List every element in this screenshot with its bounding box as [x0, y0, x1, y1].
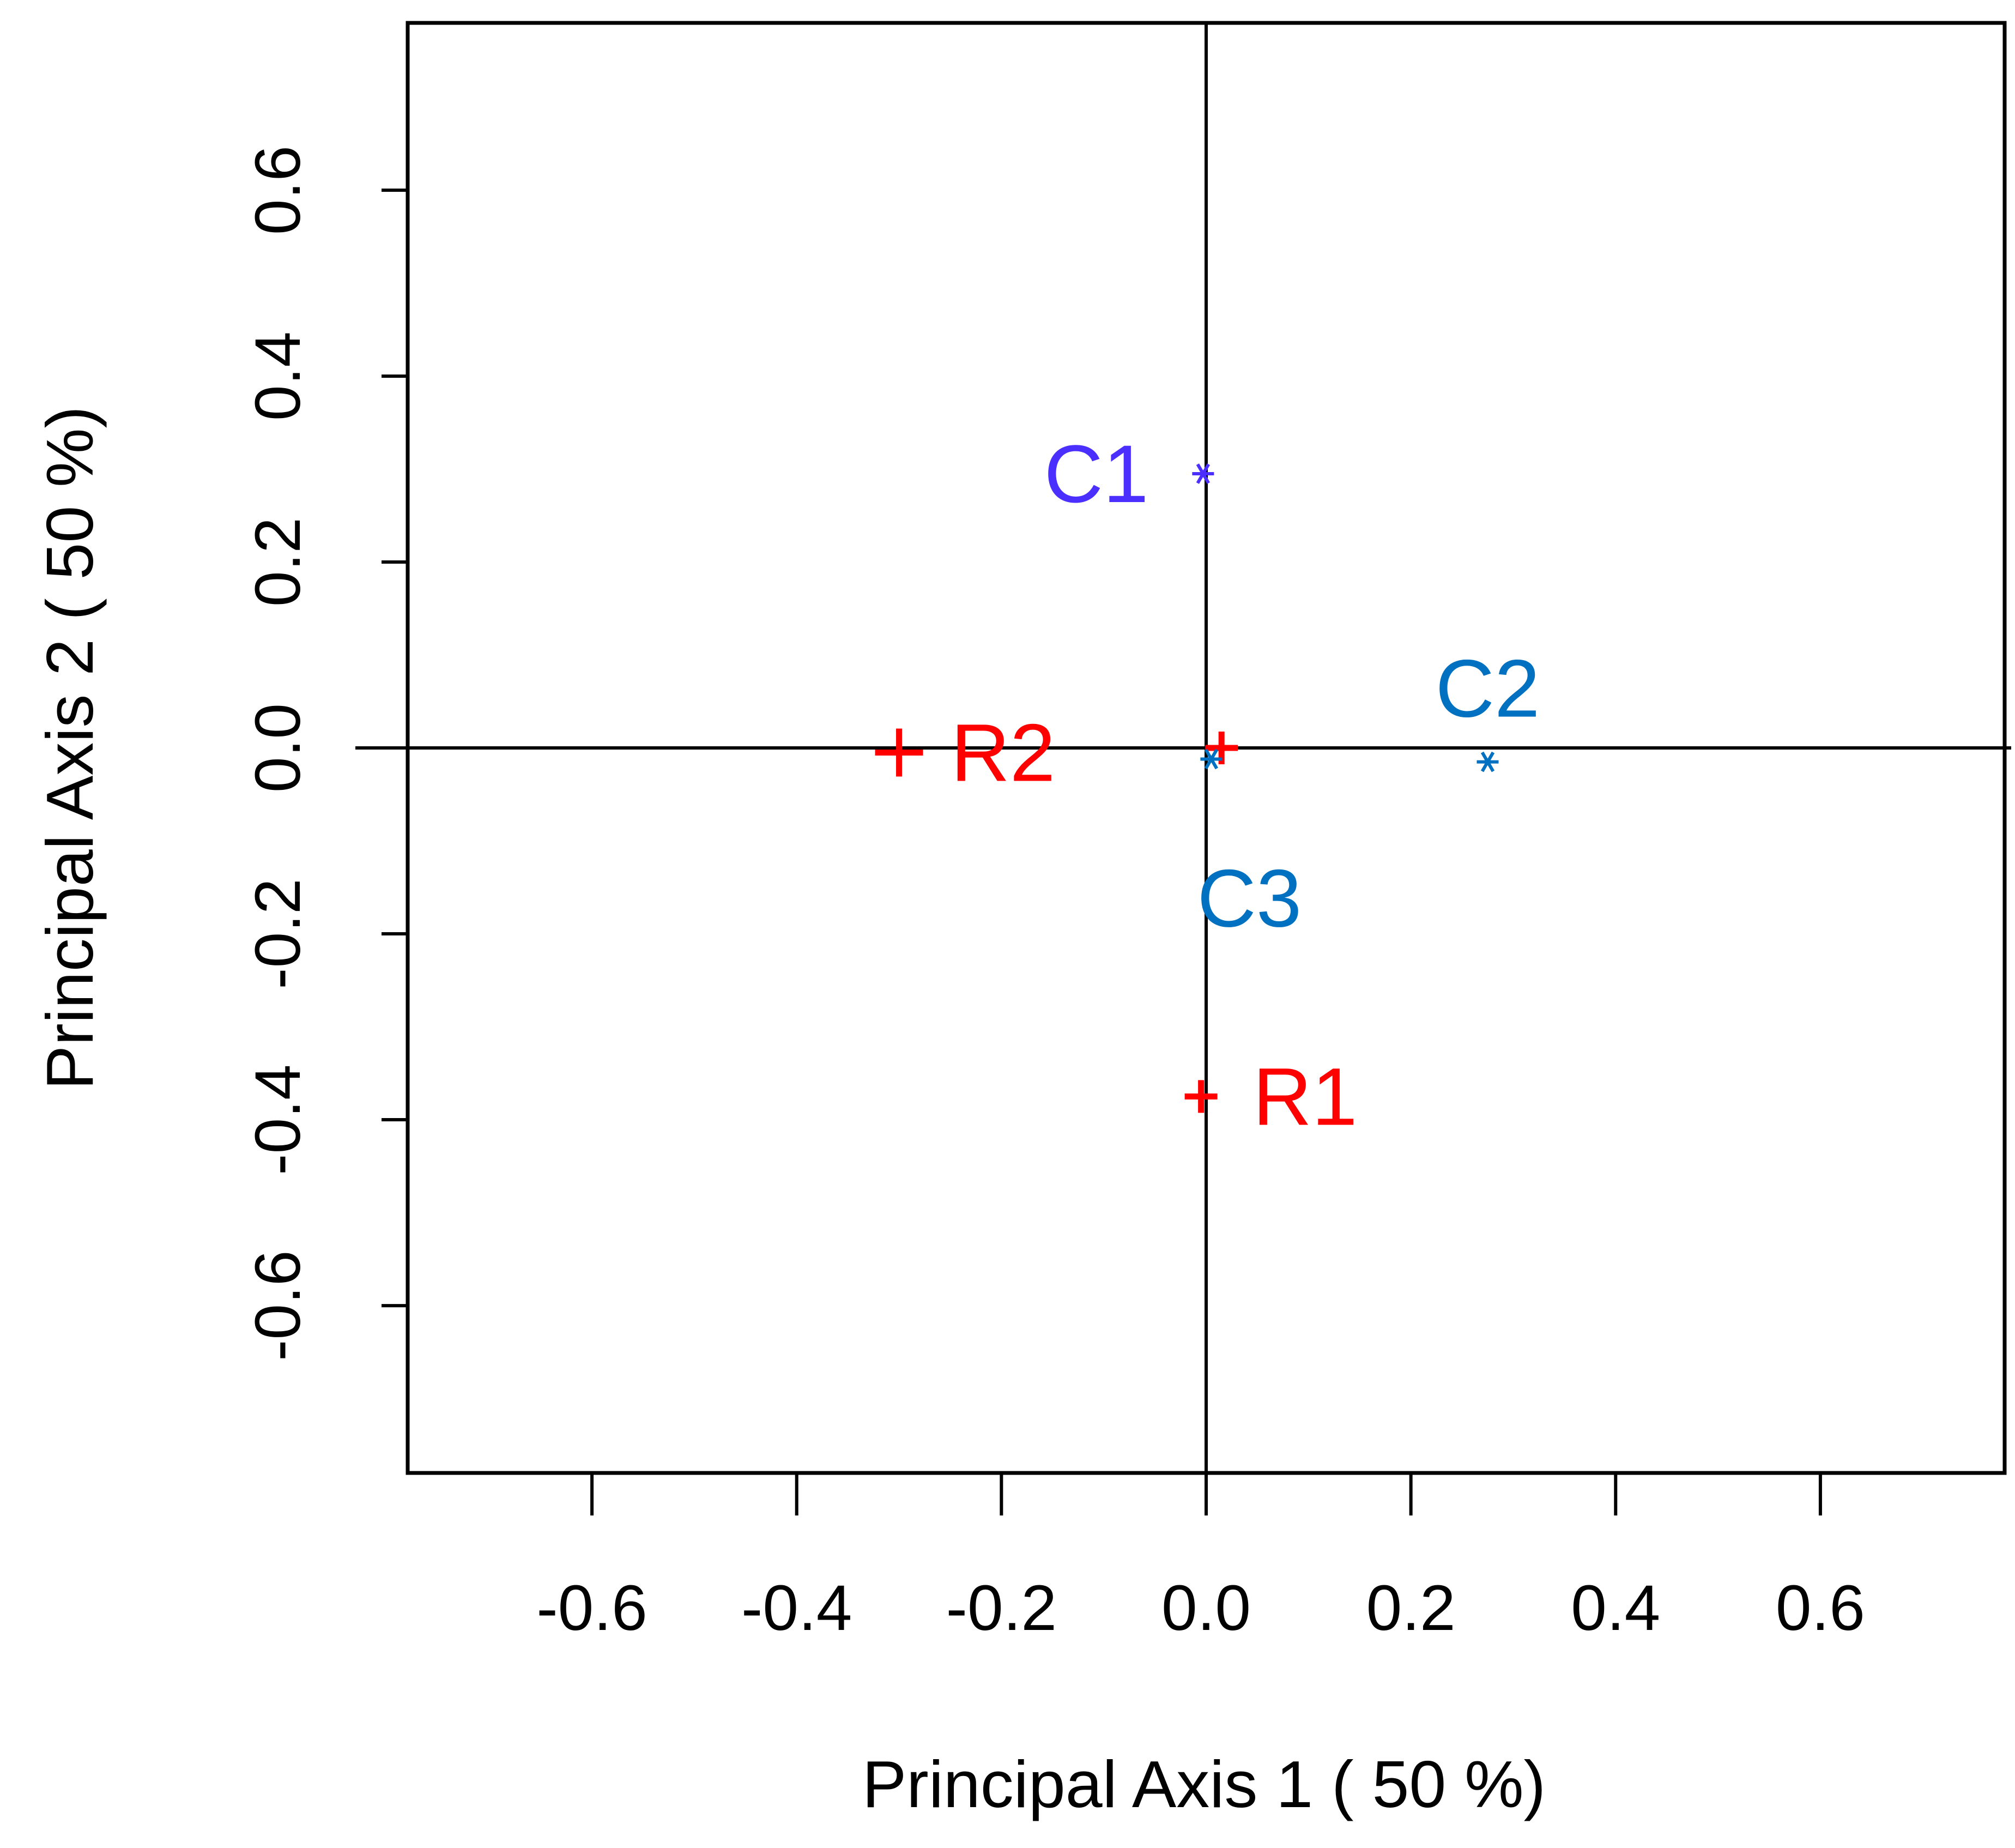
point-c3: C3 — [1197, 748, 1302, 944]
label-r2: R2 — [951, 707, 1056, 799]
x-axis: -0.6 -0.4 -0.2 0.0 0.2 0.4 0.6 — [536, 1471, 1865, 1644]
y-tick-label-0-6: 0.6 — [242, 146, 314, 235]
x-tick-label-0-2: 0.2 — [1366, 1572, 1456, 1644]
y-axis: -0.6 -0.4 -0.2 0.0 0.2 0.4 0.6 — [242, 146, 409, 1361]
asterisk-stroke-120 — [1196, 463, 1210, 484]
point-r1: R1 — [1184, 1050, 1358, 1142]
x-tick-label-0-4: 0.4 — [1571, 1572, 1660, 1644]
point-c2: C2 — [1436, 643, 1540, 772]
x-axis-title: Principal Axis 1 ( 50 %) — [862, 1747, 1546, 1821]
x-tick-label-0-6: 0.6 — [1776, 1572, 1865, 1644]
y-tick-label-0-2: 0.2 — [242, 517, 314, 607]
point-c1: C1 — [1044, 428, 1214, 520]
y-tick-label-0-4: 0.4 — [242, 331, 314, 421]
label-r1: R1 — [1253, 1050, 1358, 1142]
label-c3: C3 — [1197, 852, 1302, 944]
label-c2: C2 — [1436, 643, 1540, 734]
label-c1: C1 — [1044, 428, 1149, 520]
asterisk-stroke-120 — [1480, 751, 1495, 772]
y-tick-label-0-2: -0.2 — [242, 878, 314, 989]
point-r2: R2 — [875, 707, 1056, 799]
asterisk-stroke-120 — [1204, 748, 1218, 770]
y-axis-title: Principal Axis 2 ( 50 %) — [33, 406, 107, 1090]
data-points: R1 R2 C1 C2 C3 — [875, 428, 1540, 1142]
x-tick-label-0-4: -0.4 — [741, 1572, 852, 1644]
y-tick-label-0-4: -0.4 — [242, 1064, 314, 1175]
y-tick-label-0-0: 0.0 — [242, 703, 314, 793]
x-tick-label-0-0: 0.0 — [1161, 1572, 1251, 1644]
y-tick-label-0-6: -0.6 — [242, 1250, 314, 1361]
x-tick-label-0-2: -0.2 — [946, 1572, 1057, 1644]
x-tick-label-0-6: -0.6 — [536, 1572, 647, 1644]
